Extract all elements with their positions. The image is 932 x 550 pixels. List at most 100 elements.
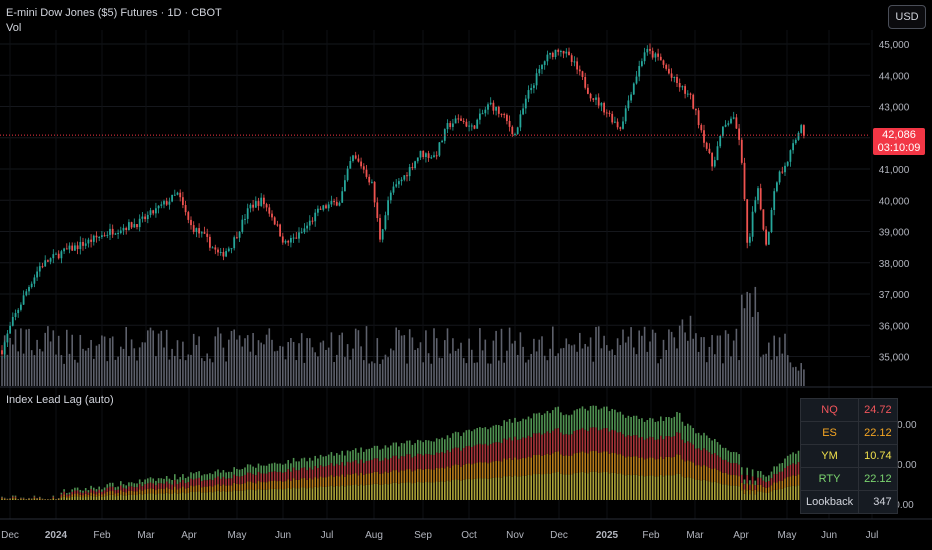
- lead-lag-bar: [700, 435, 703, 451]
- volume-label[interactable]: Vol: [6, 22, 22, 34]
- lead-lag-bar: [506, 421, 508, 440]
- lead-lag-bar: [543, 474, 546, 500]
- lead-lag-bar: [406, 482, 408, 500]
- candle-body: [392, 186, 395, 193]
- lead-lag-bar: [160, 483, 163, 489]
- candle-body: [200, 232, 203, 234]
- lead-lag-bar: [106, 491, 109, 496]
- indicator-label[interactable]: Index Lead Lag (auto): [6, 394, 114, 406]
- volume-bar: [252, 332, 254, 386]
- candle-body: [111, 228, 114, 235]
- lead-lag-bar: [66, 494, 68, 497]
- lead-lag-bar: [138, 489, 141, 494]
- lead-lag-bar: [673, 435, 676, 457]
- lead-lag-bar: [473, 478, 476, 500]
- lead-lag-bar: [287, 469, 289, 480]
- time-axis[interactable]: Dec 2024 Feb Mar Apr May Jun Jul Aug Sep Oct Nov Dec…: [1, 530, 878, 541]
- price-tick-label: 44,000: [879, 71, 910, 82]
- lead-lag-bar: [727, 474, 730, 486]
- lead-lag-bar: [716, 469, 719, 483]
- volume-bar: [120, 346, 122, 386]
- volume-bar: [546, 360, 549, 386]
- lead-lag-bar: [373, 471, 376, 484]
- volume-bar: [165, 329, 168, 386]
- volume-bar: [552, 326, 554, 386]
- lead-lag-bar: [93, 487, 95, 491]
- chart-title[interactable]: E-mini Dow Jones ($5) Futures · 1D · CBO…: [6, 7, 222, 19]
- lead-lag-bar: [198, 491, 200, 500]
- lead-lag-bar: [147, 478, 149, 484]
- candle-body: [449, 123, 452, 127]
- volume-bar: [379, 363, 381, 386]
- lead-lag-bar: [387, 484, 389, 500]
- lead-lag-bar: [111, 486, 114, 492]
- lead-lag-bar: [471, 431, 473, 448]
- lead-lag-bar: [778, 463, 781, 472]
- lead-lag-bar: [514, 457, 516, 476]
- lead-lag-bar: [759, 477, 762, 485]
- lead-lag-bar: [514, 475, 516, 500]
- lead-lag-bar: [279, 463, 281, 472]
- volume-bar: [179, 359, 181, 386]
- volume-bar: [344, 357, 346, 386]
- lead-lag-bar: [287, 479, 289, 489]
- volume-bar: [141, 342, 144, 386]
- candle-body: [28, 287, 30, 292]
- volume-bar: [597, 326, 600, 386]
- lead-lag-bar: [643, 439, 646, 460]
- lead-lag-bar: [79, 496, 82, 500]
- candle-body: [130, 222, 133, 228]
- candle-body: [738, 128, 740, 140]
- lead-lag-bar: [487, 445, 489, 464]
- lead-lag-bar: [565, 414, 568, 435]
- lead-lag-bar: [408, 482, 411, 500]
- lead-lag-bar: [579, 452, 581, 473]
- lead-lag-bar: [263, 489, 265, 500]
- volume-bar: [757, 312, 759, 386]
- lead-lag-bar: [471, 464, 473, 480]
- lead-lag-bar: [330, 485, 333, 500]
- lead-lag-bar: [603, 472, 605, 500]
- lead-lag-bar: [646, 420, 649, 439]
- lead-lag-bar: [147, 493, 149, 500]
- lead-lag-bar: [287, 460, 289, 470]
- volume-bar: [614, 355, 616, 386]
- candle-body: [589, 93, 592, 99]
- candle-body: [373, 181, 376, 203]
- candle-body: [708, 148, 711, 154]
- candle-body: [481, 113, 484, 115]
- candle-body: [789, 150, 792, 162]
- lead-lag-bar: [273, 488, 276, 500]
- lead-lag-bar: [209, 486, 211, 492]
- lead-lag-bar: [441, 481, 443, 500]
- lead-lag-bar: [292, 467, 295, 479]
- lead-lag-bar: [33, 498, 36, 500]
- lead-lag-bar: [128, 490, 130, 495]
- lead-lag-bar: [249, 489, 252, 500]
- volume-bar: [214, 336, 217, 386]
- lead-lag-bar: [114, 487, 117, 491]
- lead-lag-bar: [541, 434, 543, 456]
- lead-lag-bar: [98, 493, 100, 496]
- lead-lag-bar: [260, 473, 262, 483]
- lead-lag-bar: [489, 444, 492, 463]
- candle-body: [60, 251, 63, 259]
- lead-lag-bar: [543, 413, 546, 434]
- lead-lag-bar: [606, 406, 608, 429]
- lead-lag-bar: [441, 467, 443, 482]
- lead-lag-bar: [662, 439, 665, 459]
- lead-lag-bar: [252, 466, 254, 475]
- volume-bar: [414, 349, 416, 386]
- price-axis[interactable]: 45,00044,00043,00042,00041,00040,00039,0…: [879, 40, 910, 364]
- volume-bar: [171, 348, 173, 386]
- lead-lag-bar: [395, 470, 397, 483]
- lead-lag-bar: [638, 457, 640, 476]
- candlestick-series: [1, 43, 805, 359]
- lead-lag-bar: [741, 490, 743, 500]
- lead-lag-bar: [465, 479, 468, 500]
- lead-lag-bar: [678, 432, 681, 455]
- lead-lag-bar: [273, 471, 276, 481]
- currency-button[interactable]: USD: [888, 5, 926, 29]
